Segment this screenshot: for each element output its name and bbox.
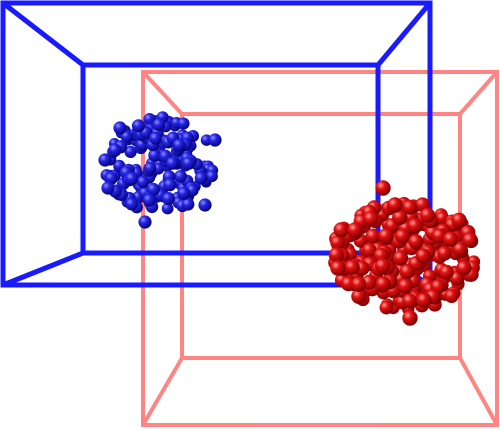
atom-sphere (194, 171, 208, 185)
atom-sphere (330, 260, 346, 276)
blue-box-back-face (80, 62, 381, 256)
atom-sphere (363, 211, 379, 227)
atom-sphere (399, 263, 415, 280)
red-box-edge-tr (458, 70, 499, 116)
atom-sphere (444, 288, 459, 304)
atom-sphere (415, 248, 431, 264)
atom-sphere (165, 156, 179, 170)
atom-sphere (108, 143, 122, 157)
atom-sphere (120, 130, 134, 143)
atom-sphere (208, 133, 222, 147)
atom-sphere (344, 259, 360, 275)
red-box-edge-br (458, 356, 499, 427)
atom-sphere (439, 264, 454, 280)
atom-sphere (375, 180, 391, 196)
atom-sphere (98, 153, 112, 167)
atom-sphere (104, 171, 118, 185)
atom-sphere (142, 193, 156, 207)
atom-sphere (143, 113, 156, 126)
blue-box-edge-bl (0, 250, 86, 288)
atom-sphere (407, 218, 423, 234)
atom-sphere (375, 276, 391, 292)
atom-sphere (394, 228, 410, 244)
atom-sphere (402, 310, 418, 326)
atom-sphere (408, 234, 424, 250)
atom-sphere (181, 156, 196, 170)
atom-sphere (113, 121, 127, 135)
atom-sphere (333, 222, 349, 238)
red-box-edge-tl (141, 70, 184, 116)
atom-sphere (397, 278, 413, 294)
blue-box-edge-tl (0, 0, 86, 68)
atom-sphere (125, 197, 139, 211)
atom-sphere (443, 231, 459, 247)
atom-sphere (148, 148, 162, 162)
atom-sphere (456, 260, 472, 276)
atom-sphere (437, 246, 452, 261)
atom-sphere (172, 138, 186, 152)
atom-sphere (365, 228, 381, 244)
atom-sphere (125, 172, 139, 186)
atom-sphere (362, 242, 377, 258)
atom-sphere (163, 178, 177, 192)
atom-sphere (330, 235, 345, 250)
atom-sphere (462, 232, 478, 248)
atom-sphere (131, 119, 146, 133)
atom-sphere (124, 145, 137, 159)
atom-sphere (402, 293, 418, 309)
atom-sphere (174, 169, 188, 183)
atom-sphere (328, 247, 345, 263)
blue-box-edge-tr (375, 0, 433, 68)
atom-sphere (177, 186, 191, 200)
atom-sphere (181, 197, 195, 211)
atom-sphere (420, 207, 436, 223)
atom-sphere (379, 300, 394, 315)
blue-cluster (98, 111, 222, 229)
atom-sphere (205, 170, 218, 183)
atom-sphere (138, 215, 152, 229)
red-box-edge-bl (141, 356, 184, 427)
atom-sphere (161, 202, 174, 215)
atom-sphere (402, 199, 418, 215)
atom-sphere (392, 209, 408, 225)
atom-sphere (351, 276, 367, 292)
atom-sphere (374, 258, 391, 274)
atom-sphere (392, 250, 409, 266)
atom-sphere (198, 198, 212, 212)
atom-sphere (451, 212, 467, 228)
atom-sphere (161, 192, 175, 206)
atom-sphere (144, 161, 157, 175)
atom-sphere (351, 288, 367, 304)
atom-sphere (101, 181, 115, 195)
atom-sphere (416, 292, 432, 308)
red-cluster (328, 180, 481, 326)
atom-sphere (387, 197, 403, 213)
atom-sphere (136, 175, 150, 189)
atom-sphere (378, 228, 394, 244)
atom-sphere (147, 182, 160, 196)
atom-sphere (177, 117, 190, 130)
atom-sphere (152, 117, 166, 132)
atom-sphere (149, 131, 163, 145)
atom-sphere (347, 222, 363, 238)
atom-sphere (452, 241, 468, 257)
